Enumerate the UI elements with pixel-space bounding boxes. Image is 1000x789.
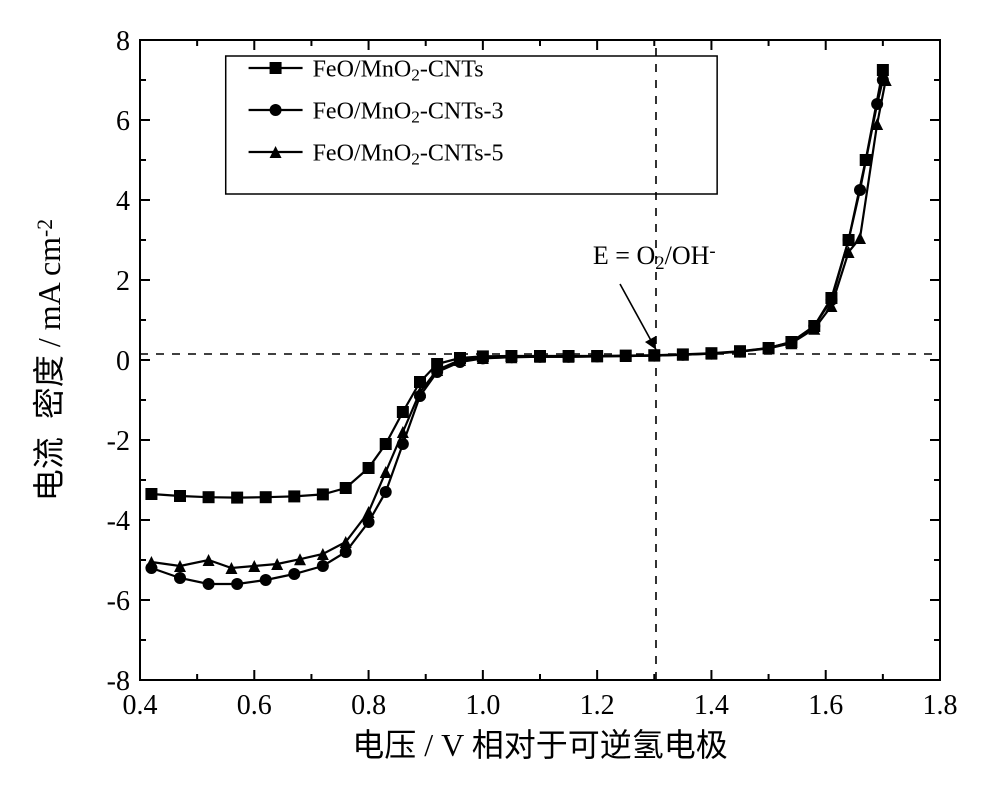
svg-text:FeO/MnO2-CNTs-5: FeO/MnO2-CNTs-5 (313, 140, 504, 168)
svg-text:-4: -4 (107, 506, 130, 537)
svg-text:-6: -6 (107, 586, 130, 617)
svg-text:1.4: 1.4 (694, 690, 729, 721)
svg-text:FeO/MnO2-CNTs-3: FeO/MnO2-CNTs-3 (313, 98, 504, 126)
svg-text:电压 / V 相对于可逆氢电极: 电压 / V 相对于可逆氢电极 (352, 727, 727, 763)
svg-text:0.6: 0.6 (237, 690, 272, 721)
svg-text:6: 6 (116, 106, 130, 137)
svg-text:8: 8 (116, 26, 130, 57)
svg-text:1.6: 1.6 (808, 690, 843, 721)
svg-text:1.8: 1.8 (923, 690, 958, 721)
svg-text:1.2: 1.2 (580, 690, 615, 721)
svg-text:0: 0 (116, 346, 130, 377)
svg-text:-2: -2 (107, 426, 130, 457)
chart-container: E = O2/OH-0.40.60.81.01.21.41.61.8-8-6-4… (0, 0, 1000, 784)
svg-text:FeO/MnO2-CNTs: FeO/MnO2-CNTs (313, 56, 484, 84)
svg-text:-8: -8 (107, 666, 130, 697)
chart-svg: E = O2/OH-0.40.60.81.01.21.41.61.8-8-6-4… (0, 0, 1000, 784)
svg-text:1.0: 1.0 (465, 690, 500, 721)
svg-text:4: 4 (116, 186, 130, 217)
svg-text:电流密度 / mA cm-2: 电流密度 / mA cm-2 (31, 219, 67, 501)
svg-text:E = O2/OH-: E = O2/OH- (593, 241, 716, 274)
svg-text:2: 2 (116, 266, 130, 297)
svg-text:0.8: 0.8 (351, 690, 386, 721)
